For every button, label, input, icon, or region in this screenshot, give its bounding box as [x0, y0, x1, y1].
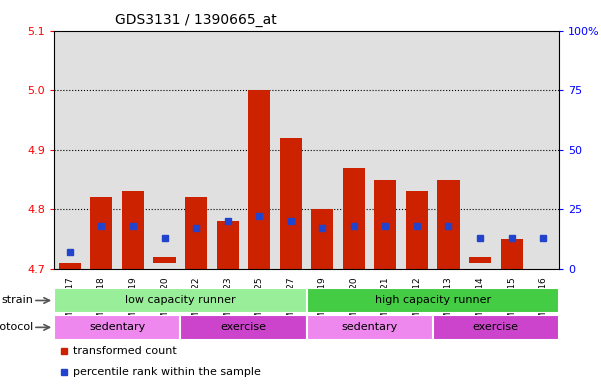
Bar — [438, 180, 460, 269]
Bar — [370, 31, 401, 269]
Bar — [212, 31, 243, 269]
Bar — [501, 239, 523, 269]
Bar — [54, 315, 180, 340]
Text: exercise: exercise — [221, 322, 266, 333]
Text: protocol: protocol — [0, 322, 33, 333]
Bar — [338, 31, 370, 269]
Text: low capacity runner: low capacity runner — [125, 295, 236, 306]
Bar — [469, 257, 491, 263]
Bar — [180, 31, 212, 269]
Bar — [243, 31, 275, 269]
Text: transformed count: transformed count — [73, 346, 177, 356]
Bar — [496, 31, 528, 269]
Bar — [433, 315, 559, 340]
Bar — [465, 31, 496, 269]
Text: high capacity runner: high capacity runner — [374, 295, 491, 306]
Bar — [311, 209, 334, 269]
Text: exercise: exercise — [473, 322, 519, 333]
Bar — [374, 180, 397, 269]
Text: percentile rank within the sample: percentile rank within the sample — [73, 367, 261, 377]
Bar — [433, 31, 465, 269]
Bar — [307, 315, 433, 340]
Text: GDS3131 / 1390665_at: GDS3131 / 1390665_at — [115, 13, 276, 27]
Bar — [54, 31, 85, 269]
Bar — [122, 192, 144, 269]
Bar — [279, 138, 302, 269]
Bar — [149, 31, 180, 269]
Bar — [185, 197, 207, 269]
Text: sedentary: sedentary — [341, 322, 398, 333]
Bar — [307, 31, 338, 269]
Bar — [54, 288, 307, 313]
Bar — [180, 315, 307, 340]
Bar — [117, 31, 149, 269]
Bar — [528, 31, 559, 269]
Bar — [59, 263, 81, 269]
Bar — [90, 197, 112, 269]
Bar — [401, 31, 433, 269]
Bar — [343, 168, 365, 269]
Bar — [275, 31, 307, 269]
Bar — [216, 221, 239, 269]
Text: sedentary: sedentary — [89, 322, 145, 333]
Bar — [406, 192, 428, 269]
Bar — [248, 90, 270, 269]
Bar — [153, 257, 175, 263]
Bar — [307, 288, 559, 313]
Bar — [85, 31, 117, 269]
Text: strain: strain — [1, 295, 33, 306]
